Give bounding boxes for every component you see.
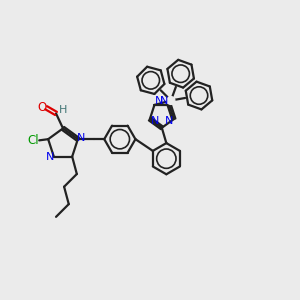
Text: N: N [155,96,164,106]
Text: N: N [164,116,173,126]
Text: O: O [37,100,46,114]
Text: N: N [77,133,86,143]
Text: H: H [58,105,67,115]
Text: N: N [46,152,54,162]
Text: N: N [151,116,159,126]
Text: Cl: Cl [27,134,39,147]
Circle shape [167,97,175,104]
Text: N: N [160,96,168,106]
